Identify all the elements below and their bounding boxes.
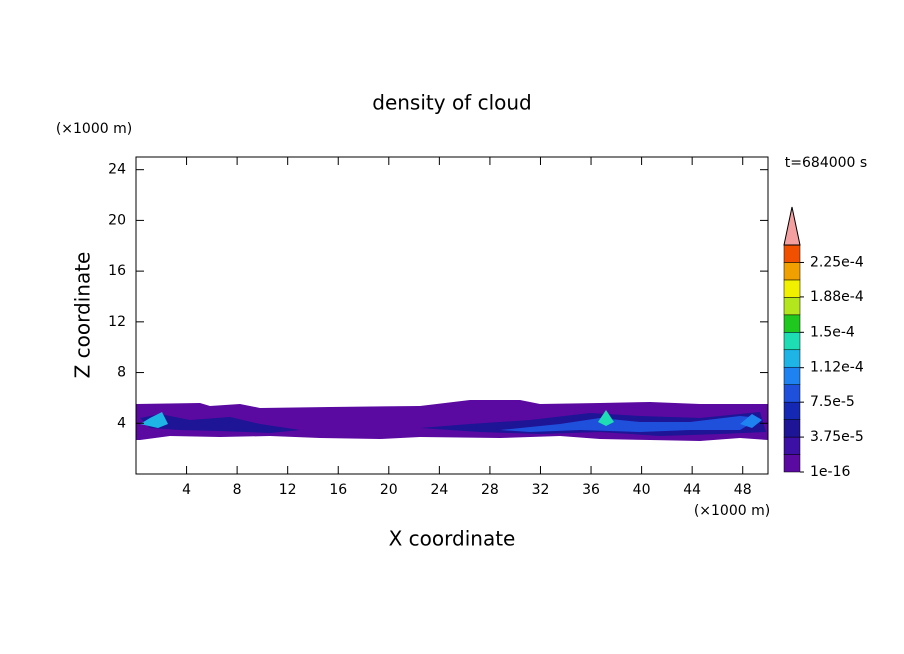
colorbar-segment	[783, 366, 801, 385]
colorbar-segment	[783, 401, 801, 420]
x-axis-label: X coordinate	[389, 527, 516, 551]
y-tick-label: 16	[108, 263, 126, 279]
x-tick-label: 20	[380, 482, 398, 498]
cloud-region	[140, 414, 300, 433]
cloud-region	[598, 410, 614, 426]
x-tick-label: 36	[582, 482, 600, 498]
colorbar-tick-label: 2.25e-4	[810, 254, 864, 270]
colorbar-segment	[783, 454, 801, 473]
y-unit: (×1000 m)	[56, 121, 132, 137]
x-tick-label: 28	[481, 482, 499, 498]
colorbar-tick-label: 7.5e-5	[810, 394, 855, 410]
colorbar-tick-label: 1.88e-4	[810, 289, 864, 305]
colorbar-segment	[783, 244, 801, 263]
y-tick-label: 20	[108, 212, 126, 228]
x-tick-label: 48	[734, 482, 752, 498]
chart-title: density of cloud	[372, 91, 531, 115]
x-tick-label: 12	[279, 482, 297, 498]
cloud-region	[140, 412, 168, 428]
colorbar-tick-label: 1e-16	[810, 464, 850, 480]
colorbar-tick-label: 3.75e-5	[810, 429, 864, 445]
plot-frame	[135, 156, 769, 475]
colorbar-segment	[783, 436, 801, 455]
x-tick-label: 4	[182, 482, 191, 498]
x-tick-label: 16	[329, 482, 347, 498]
colorbar-tick-label: 1.12e-4	[810, 360, 864, 376]
colorbar-segment	[783, 279, 801, 298]
cloud-region	[500, 416, 760, 432]
x-unit: (×1000 m)	[694, 503, 770, 519]
colorbar-segment	[783, 384, 801, 403]
y-axis-label: Z coordinate	[71, 252, 95, 379]
colorbar-extension	[783, 206, 801, 246]
colorbar-segment	[783, 332, 801, 351]
colorbar-tick-label: 1.5e-4	[810, 324, 855, 340]
colorbar-segment	[783, 314, 801, 333]
x-tick-label: 8	[233, 482, 242, 498]
x-tick-label: 40	[633, 482, 651, 498]
cloud-region	[740, 414, 762, 428]
y-tick-label: 24	[108, 162, 126, 178]
x-tick-label: 32	[532, 482, 550, 498]
colorbar-segment	[783, 419, 801, 438]
cloud-field	[136, 400, 768, 441]
x-tick-label: 44	[683, 482, 701, 498]
colorbar-segment	[783, 297, 801, 316]
annotation: t=684000 s	[785, 155, 867, 171]
x-tick-label: 24	[430, 482, 448, 498]
y-tick-label: 12	[108, 314, 126, 330]
y-tick-label: 8	[117, 365, 126, 381]
colorbar-segment	[783, 349, 801, 368]
colorbar-segment	[783, 262, 801, 281]
y-tick-label: 4	[117, 415, 126, 431]
